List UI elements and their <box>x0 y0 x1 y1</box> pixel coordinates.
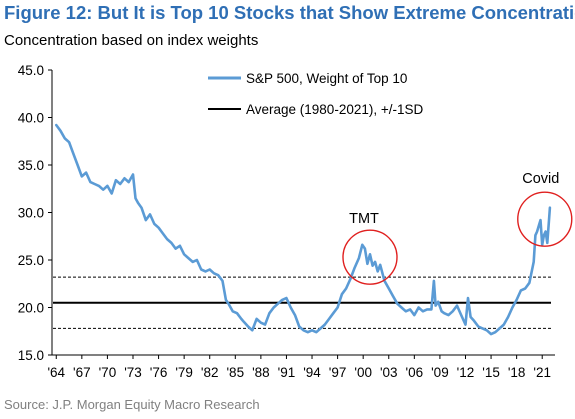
y-tick-label: 20.0 <box>18 301 44 316</box>
y-tick-label: 30.0 <box>18 206 44 221</box>
series-line-top10-weight <box>54 123 552 336</box>
x-tick-label: '85 <box>226 365 244 380</box>
x-tick-label: '73 <box>124 365 142 380</box>
x-tick-label: '21 <box>533 365 551 380</box>
x-tick-label: '67 <box>73 365 91 380</box>
y-tick-label: 40.0 <box>18 111 44 126</box>
x-tick-label: '00 <box>354 365 372 380</box>
x-tick-label: '76 <box>150 365 168 380</box>
x-tick-label: '09 <box>431 365 449 380</box>
annotation-tmt: TMT <box>349 211 379 227</box>
source-note: Source: J.P. Morgan Equity Macro Researc… <box>4 397 260 412</box>
series <box>54 123 552 336</box>
legend-label-top10-weight: S&P 500, Weight of Top 10 <box>246 71 407 86</box>
y-tick-label: 35.0 <box>18 158 44 173</box>
y-tick-label: 15.0 <box>18 348 44 363</box>
x-tick-label: '70 <box>99 365 117 380</box>
chart-title: Figure 12: But It is Top 10 Stocks that … <box>4 2 575 23</box>
y-tick-label: 25.0 <box>18 253 44 268</box>
x-tick-label: '79 <box>175 365 193 380</box>
legend-label-average: Average (1980-2021), +/-1SD <box>246 102 423 117</box>
tmt-highlight-circle <box>342 229 398 285</box>
legend: S&P 500, Weight of Top 10 Average (1980-2… <box>208 71 423 117</box>
x-tick-label: '12 <box>457 365 475 380</box>
x-tick-label: '82 <box>201 365 219 380</box>
x-tick-label: '91 <box>278 365 296 380</box>
x-tick-label: '03 <box>380 365 398 380</box>
annotations: TMT Covid <box>342 171 573 285</box>
axes: 15.0 20.0 25.0 30.0 35.0 40.0 45.0 '64 '67 '70 '73… <box>18 63 555 380</box>
x-tick-label: '88 <box>252 365 270 380</box>
x-tick-label: '94 <box>303 365 321 380</box>
x-tick-label: '15 <box>482 365 500 380</box>
y-tick-label: 45.0 <box>18 63 44 78</box>
x-tick-label: '97 <box>329 365 347 380</box>
x-tick-label: '64 <box>47 365 65 380</box>
x-tick-label: '18 <box>508 365 526 380</box>
covid-highlight-circle <box>517 191 573 247</box>
annotation-covid: Covid <box>522 171 559 187</box>
chart-subtitle: Concentration based on index weights <box>4 32 259 49</box>
reference-lines <box>53 276 551 329</box>
x-tick-label: '06 <box>406 365 424 380</box>
